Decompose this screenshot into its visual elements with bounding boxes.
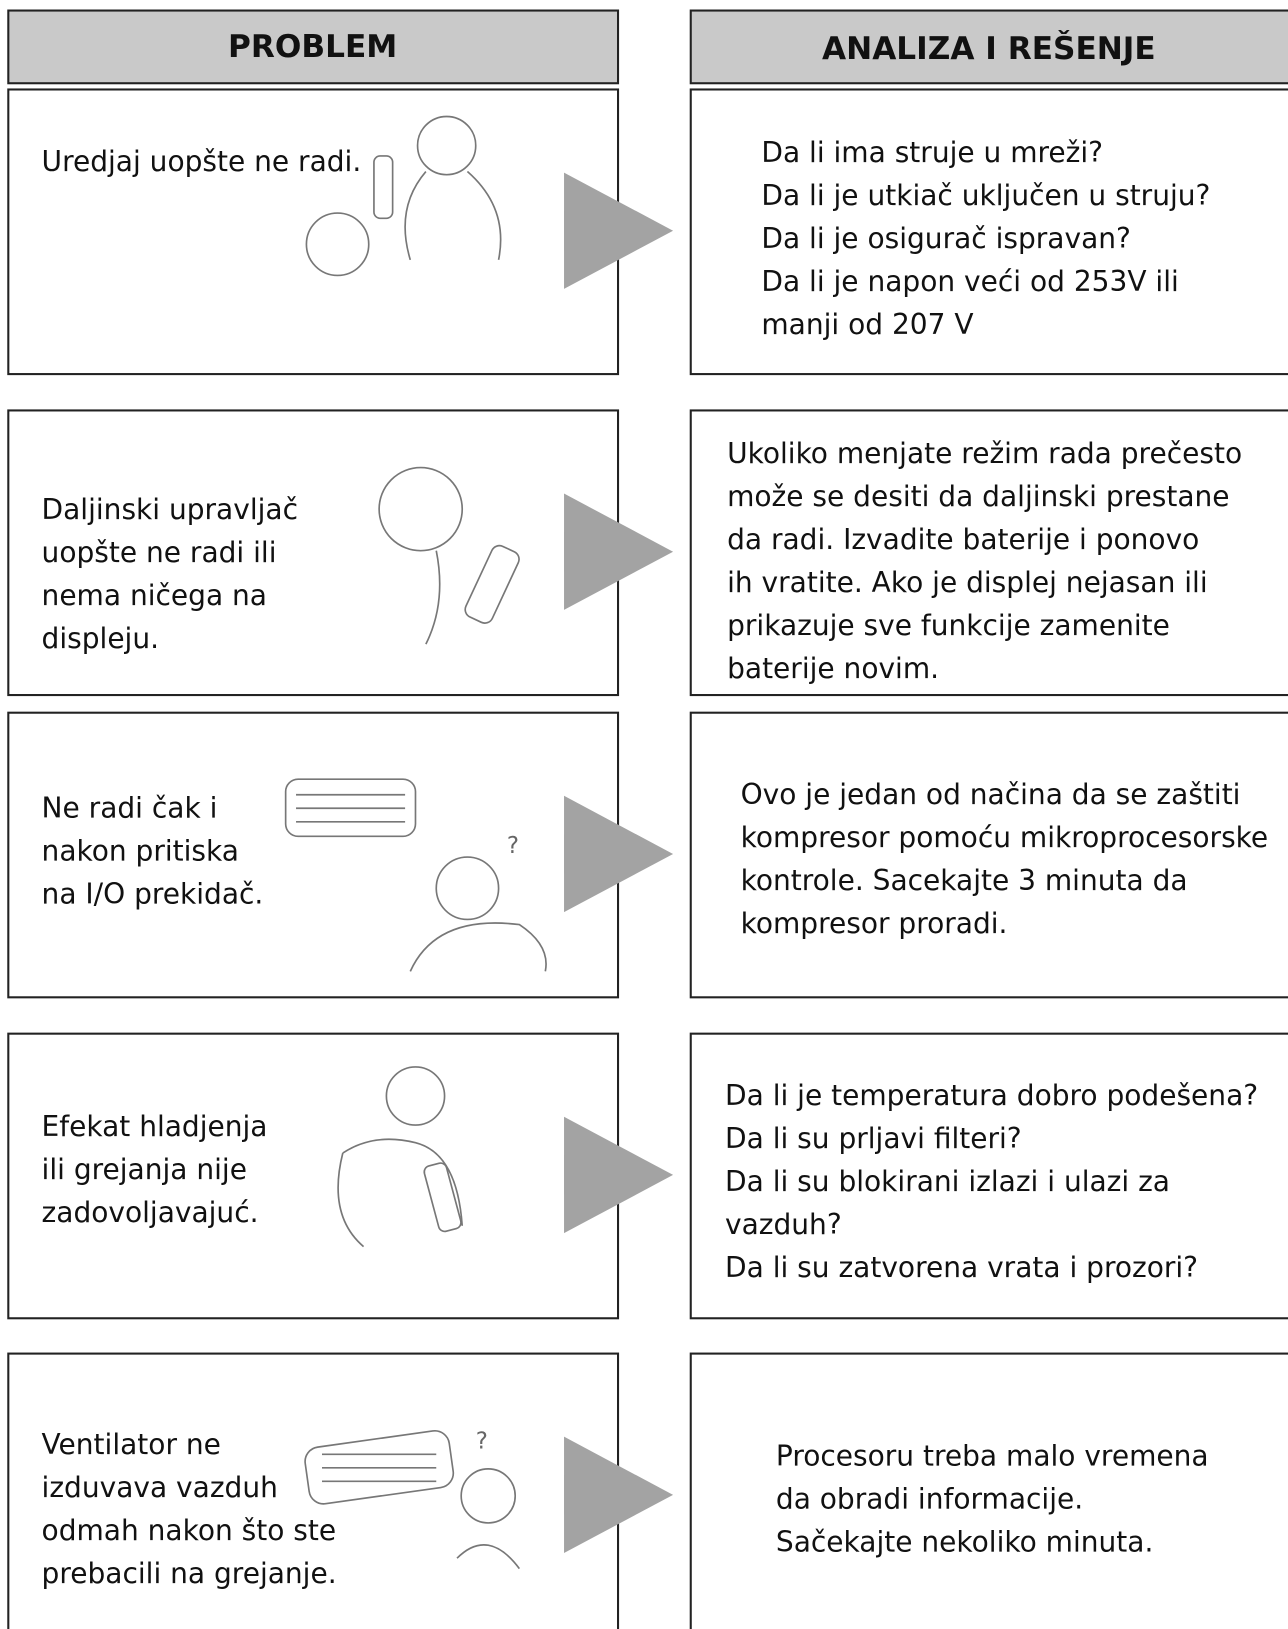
problem-box: [7, 88, 620, 376]
solution-line: baterije novim.: [727, 652, 939, 685]
solution-line: da obradi informacije.: [776, 1482, 1083, 1515]
arrow: [564, 493, 674, 610]
arrow: [564, 795, 674, 913]
solution-box: [689, 88, 1288, 376]
solution-line: Ukoliko menjate režim rada prečesto: [727, 437, 1242, 470]
solution-line: Da li ima struje u mreži?: [761, 136, 1103, 169]
arrow: [564, 172, 674, 289]
illustration: ? ?: [284, 115, 547, 1570]
problem-line: Ne radi čak i: [42, 791, 218, 824]
problem-line: odmah nakon što ste: [42, 1514, 337, 1547]
sketch-mark: ?: [507, 833, 519, 859]
problem-line: Daljinski upravljač: [42, 493, 298, 526]
problem-box: [7, 711, 620, 999]
solution-line: kontrole. Sacekajte 3 minuta da: [741, 864, 1188, 897]
solution-box: [689, 1032, 1288, 1320]
problem-line: displeju.: [42, 622, 159, 655]
problem-line: Efekat hladjenja: [42, 1110, 268, 1143]
problem-line: Ventilator ne: [42, 1428, 221, 1461]
solution-line: Da li je temperatura dobro podešena?: [725, 1079, 1258, 1112]
solution-line: Sačekajte nekoliko minuta.: [776, 1525, 1153, 1558]
solution-line: prikazuje sve funkcije zamenite: [727, 609, 1170, 642]
solution-line: Da li su zatvorena vrata i prozori?: [725, 1251, 1198, 1284]
solution-line: ih vratite. Ako je displej nejasan ili: [727, 566, 1208, 599]
solution-box: [689, 711, 1288, 999]
solution-line: vazduh?: [725, 1208, 842, 1241]
problem-line: ili grejanja nije: [42, 1153, 247, 1186]
problem-box: [7, 1352, 620, 1629]
solution-line: može se desiti da daljinski prestane: [727, 480, 1229, 513]
solution-line: kompresor proradi.: [741, 907, 1008, 940]
solution-box: [689, 409, 1288, 697]
solution-line: Da li su prljavi filteri?: [725, 1122, 1022, 1155]
solution-line: Da li je utkiač uključen u struju?: [761, 179, 1210, 212]
solution-line: Da li je osigurač ispravan?: [761, 222, 1131, 255]
arrow: [564, 1436, 674, 1554]
solution-line: Da li je napon veći od 253V ili: [761, 265, 1178, 298]
problem-header-box: [7, 9, 620, 85]
solution-line: Ovo je jedan od načina da se zaštiti: [741, 778, 1241, 811]
solution-box: [689, 1352, 1288, 1629]
sketch-mark: ?: [476, 1428, 488, 1454]
problem-line: prebacili na grejanje.: [42, 1557, 337, 1590]
solution-header-box: [689, 9, 1288, 85]
solution-line: manji od 207 V: [761, 308, 973, 341]
problem-line: nema ničega na: [42, 579, 267, 612]
solution-line: Da li su blokirani izlazi i ulazi za: [725, 1165, 1170, 1198]
problem-line: zadovoljavajuć.: [42, 1196, 259, 1229]
problem-line: na I/O prekidač.: [42, 877, 264, 910]
problem-header: PROBLEM: [228, 29, 397, 65]
solution-header: ANALIZA I REŠENJE: [822, 28, 1156, 67]
problem-box: [7, 1032, 620, 1320]
problem-line: Uredjaj uopšte ne radi.: [42, 145, 362, 178]
problem-line: uopšte ne radi ili: [42, 536, 277, 569]
solution-line: Procesoru treba malo vremena: [776, 1439, 1209, 1472]
solution-line: da radi. Izvadite baterije i ponovo: [727, 523, 1199, 556]
problem-line: izduvava vazduh: [42, 1471, 278, 1504]
solution-line: kompresor pomoću mikroprocesorske: [741, 821, 1269, 854]
arrow: [564, 1116, 674, 1234]
problem-line: nakon pritiska: [42, 834, 239, 867]
